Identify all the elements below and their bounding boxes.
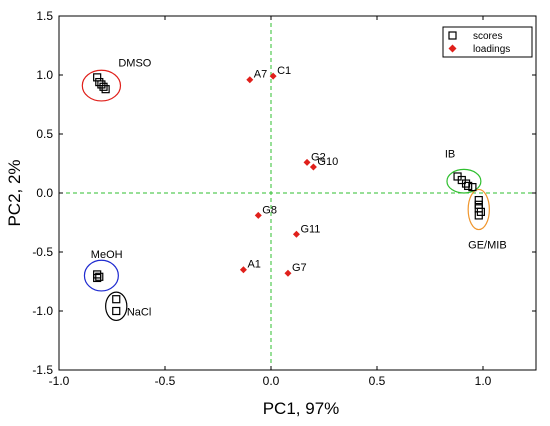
score-point (112, 295, 121, 304)
score-point (474, 195, 483, 205)
score-point (464, 181, 473, 191)
legend: scores loadings (442, 26, 533, 58)
score-point (468, 183, 477, 192)
group-label: GE/MIB (468, 239, 507, 251)
loading-label: A7 (254, 69, 267, 81)
legend-box (442, 26, 533, 58)
group-ellipse (83, 259, 119, 292)
loading-point (254, 211, 262, 219)
y-axis-ticks: -1.5 -1.0 -0.5 0.0 0.5 1.0 1.5 (32, 9, 536, 377)
loading-point (284, 269, 292, 277)
loading-label: C1 (277, 65, 291, 77)
loading-label: A1 (247, 259, 260, 271)
x-axis-ticks: -1.0 -0.5 0.0 0.5 1.0 (49, 16, 492, 388)
score-point (93, 273, 102, 283)
legend-scores-marker (448, 31, 457, 40)
scores-series (93, 73, 485, 316)
score-point (99, 82, 108, 91)
score-point (93, 73, 102, 82)
legend-loadings-marker (448, 44, 457, 53)
y-tick-label: -1.5 (32, 363, 53, 377)
score-point (95, 272, 104, 281)
y-tick-label: -1.0 (32, 304, 53, 318)
x-tick-label: 1.0 (475, 374, 492, 388)
y-tick-label: 0.0 (36, 186, 53, 200)
score-point (97, 80, 106, 89)
x-tick-label: 0.0 (263, 374, 280, 388)
group-ellipse (467, 188, 490, 231)
group-label: MeOH (91, 249, 123, 261)
group-label: NaCl (127, 307, 151, 319)
y-tick-label: 1.0 (36, 68, 53, 82)
loading-label: G10 (317, 156, 338, 168)
y-tick-label: 1.5 (36, 9, 53, 23)
score-point (112, 306, 121, 316)
loading-point (269, 72, 277, 80)
score-point (101, 85, 110, 94)
x-tick-label: -0.5 (155, 374, 176, 388)
loading-point (246, 76, 254, 84)
loading-point (309, 163, 317, 171)
group-ellipse (81, 69, 122, 102)
group-label: DMSO (118, 58, 151, 70)
loading-label: G2 (311, 151, 326, 163)
legend-scores-label: scores (473, 31, 502, 42)
group-ellipse (446, 168, 482, 194)
group-labels: DMSO MeOH NaCl IB GE/MIB (91, 58, 507, 319)
score-point (95, 77, 104, 87)
y-axis-title: PC2, 2% (5, 159, 24, 226)
y-tick-label: -0.5 (32, 245, 53, 259)
loading-point (292, 230, 300, 238)
loading-label: G11 (300, 223, 320, 235)
legend-loadings-label: loadings (473, 44, 510, 55)
loading-label: G7 (292, 262, 307, 274)
group-ellipses (81, 69, 490, 322)
x-tick-label: -1.0 (49, 374, 70, 388)
group-label: IB (445, 149, 455, 161)
y-tick-label: 0.5 (36, 127, 53, 141)
loading-label: G8 (262, 204, 277, 216)
loading-point (303, 158, 311, 166)
score-point (474, 211, 483, 220)
group-ellipse (105, 291, 128, 322)
loading-point (239, 266, 247, 274)
x-tick-label: 0.5 (369, 374, 386, 388)
x-axis-title: PC1, 97% (263, 399, 340, 418)
